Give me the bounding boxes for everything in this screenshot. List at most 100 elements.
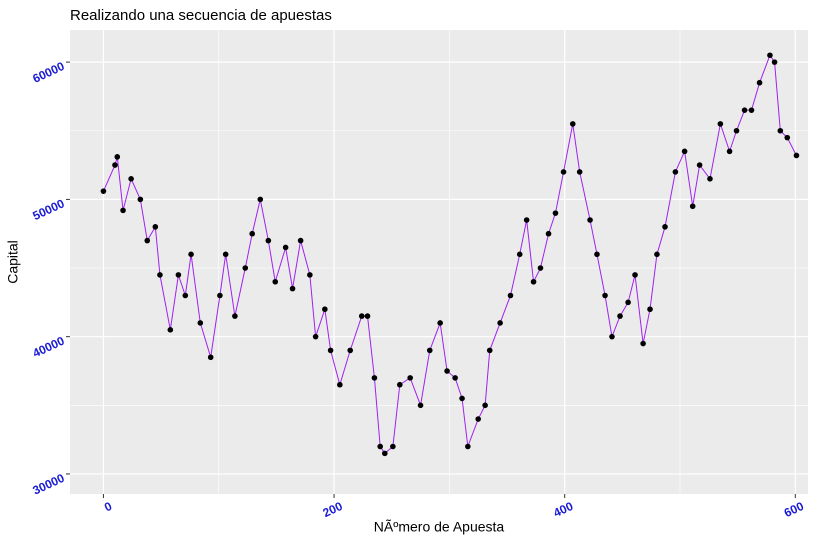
data-point (289, 285, 296, 292)
data-point (197, 320, 204, 326)
data-point (222, 251, 229, 258)
data-point (364, 313, 371, 319)
data-point (327, 347, 334, 354)
data-point (426, 347, 433, 354)
chart-title: Realizando una secuencia de apuestas (70, 7, 332, 24)
data-point (569, 121, 576, 127)
y-axis-label: Capital (5, 240, 21, 284)
data-point (594, 251, 600, 258)
data-point (523, 217, 530, 223)
x-tick-label: 600 (782, 499, 806, 520)
data-point (249, 230, 255, 237)
data-point (497, 320, 503, 326)
data-point (417, 402, 424, 409)
data-point (784, 134, 791, 141)
data-point (777, 127, 784, 134)
data-point (741, 107, 748, 113)
data-point (347, 347, 354, 354)
data-point (647, 306, 653, 313)
x-tick-label: 400 (551, 499, 575, 520)
data-point (756, 79, 763, 86)
data-point (696, 162, 703, 168)
y-tick-label: 50000 (30, 196, 66, 223)
data-point (537, 265, 544, 271)
data-point (114, 154, 121, 160)
y-tick-label: 30000 (30, 471, 66, 498)
data-point (337, 381, 343, 388)
data-point (182, 292, 189, 299)
data-point (382, 450, 388, 457)
data-point (390, 443, 396, 450)
data-point (654, 251, 660, 258)
y-tick-label: 40000 (30, 333, 66, 360)
x-tick-label: 0 (102, 499, 114, 515)
x-tick-label: 200 (321, 499, 345, 520)
data-point (232, 313, 238, 319)
data-point (632, 272, 638, 278)
data-point (459, 395, 465, 402)
data-point (152, 224, 159, 230)
data-point (272, 278, 279, 285)
x-axis-label: NÃºmero de Apuesta (374, 519, 505, 535)
data-point (437, 320, 443, 326)
data-point (726, 148, 733, 155)
data-point (482, 402, 488, 409)
data-point (475, 416, 482, 422)
data-point (717, 121, 724, 127)
data-point (609, 333, 615, 340)
data-point (282, 244, 289, 251)
data-point (552, 210, 559, 216)
y-tick-label: 60000 (30, 59, 66, 86)
data-point (396, 381, 403, 388)
data-point (465, 443, 471, 450)
panel (70, 30, 808, 494)
data-point (242, 265, 249, 271)
series-line (102, 54, 797, 455)
data-point (516, 251, 523, 258)
data-point (771, 59, 778, 65)
data-point (112, 162, 118, 168)
data-point (297, 237, 304, 244)
data-point (444, 368, 450, 374)
data-point (371, 375, 378, 381)
data-point (257, 196, 264, 203)
data-point (707, 176, 713, 182)
data-point (100, 188, 107, 194)
data-point (733, 127, 740, 134)
data-point (128, 176, 134, 182)
data-point (672, 169, 679, 175)
data-point (377, 443, 383, 450)
data-point (217, 292, 223, 299)
data-point (640, 340, 646, 347)
data-point (767, 52, 773, 59)
data-point (545, 230, 552, 237)
data-point (617, 313, 623, 319)
data-point (486, 347, 493, 354)
data-point (322, 306, 328, 313)
data-point (560, 169, 567, 175)
data-point (748, 107, 755, 113)
data-point (144, 237, 151, 244)
data-point (602, 292, 608, 299)
data-point (120, 207, 126, 214)
data-point (407, 375, 413, 381)
data-point (507, 292, 514, 299)
data-point (587, 217, 593, 223)
data-point (358, 313, 365, 319)
data-point (207, 354, 214, 361)
data-point (681, 148, 688, 155)
data-point (157, 272, 163, 278)
data-point (625, 299, 631, 306)
data-point (188, 251, 194, 258)
data-point (576, 169, 583, 175)
data-point (167, 327, 174, 333)
data-point (793, 152, 800, 159)
data-point (307, 272, 313, 278)
data-point (452, 375, 458, 381)
data-point (662, 224, 668, 230)
data-point (137, 196, 144, 203)
data-point (265, 237, 272, 244)
data-point (312, 333, 319, 340)
data-point (530, 278, 537, 285)
